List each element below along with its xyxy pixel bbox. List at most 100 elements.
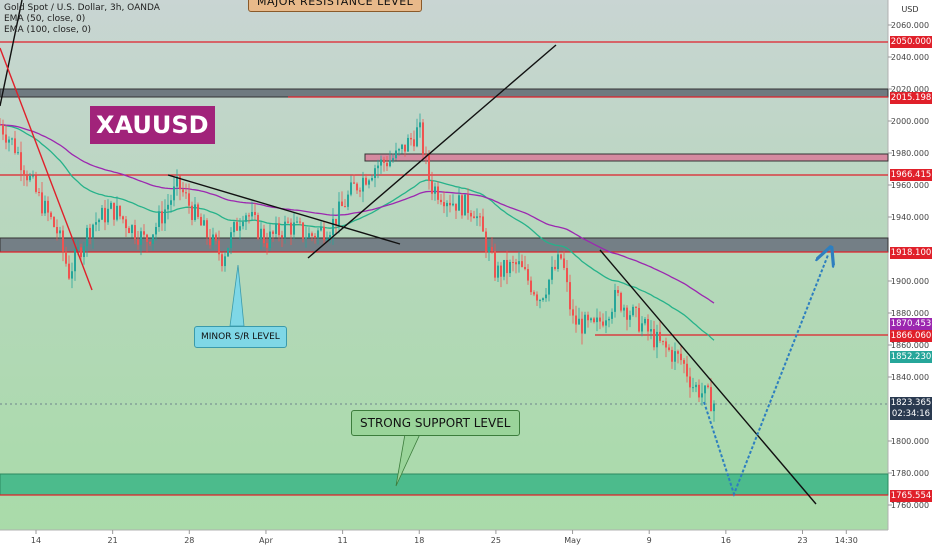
price-tag: 1866.060 [890,330,932,342]
candle [566,259,568,292]
time-axis[interactable]: 14 21 28 Apr 11 18 25 May 9 16 23 14:30 [31,530,858,545]
candle [359,187,361,198]
price-tick-label: 1980.000 [891,149,929,158]
price-tag: 1966.415 [890,169,932,181]
candle [398,147,400,156]
currency-label: USD [901,5,918,14]
trendline-red-down[interactable] [0,47,93,291]
candle [452,194,454,207]
price-tag: 1870.453 [890,318,932,330]
candle [584,311,586,335]
candle [341,191,343,207]
candle [485,227,487,259]
candle [503,259,505,281]
price-tick-label: 1800.000 [891,437,929,446]
candle [350,175,352,197]
candle [188,183,190,214]
candle [449,194,451,213]
candle [701,382,703,406]
candle [47,196,49,222]
candle [125,216,127,237]
candle [215,232,217,245]
ema50-line [0,123,715,341]
candle [38,188,40,197]
date-tick-label: 25 [491,536,501,545]
price-tag: 1918.100 [890,247,932,259]
price-tag: 1823.365 [890,397,932,409]
candle [494,243,496,281]
candle [308,227,310,239]
price-tick-label: 2000.000 [891,117,929,126]
price-tick-label: 1760.000 [891,501,929,510]
candle [194,197,196,222]
date-tick-label: 14:30 [835,536,858,545]
candle [575,305,577,333]
candle [563,251,565,271]
candle [482,208,484,232]
candle [581,311,583,345]
candle [200,213,202,226]
candle [671,346,673,369]
candle [644,317,646,326]
trendline-down-may[interactable] [599,249,817,505]
trendline-descending[interactable] [167,174,401,245]
candle [272,230,274,242]
ema-lines [0,123,715,341]
candle [518,251,520,273]
candle [296,216,298,224]
candle [227,247,229,258]
candle [314,233,316,244]
candle [53,215,55,228]
candle [161,201,163,231]
candle [395,142,397,161]
candle [344,199,346,208]
trendline-steep-up[interactable] [0,0,23,107]
candle [692,377,694,393]
candle [620,291,622,313]
candle [530,276,532,295]
candle [29,172,31,183]
price-axis[interactable]: USD 2060.000 2040.000 2020.000 2000.000 1980.… [888,5,929,510]
candle [437,181,439,205]
strong-support-label[interactable]: STRONG SUPPORT LEVEL [351,410,520,436]
candle [212,227,214,250]
candle [557,248,559,272]
minor-sr-label[interactable]: MINOR S/R LEVEL [194,326,287,348]
date-tick-label: 11 [338,536,348,545]
legend: Gold Spot / U.S. Dollar, 3h, OANDA EMA (… [4,3,160,36]
date-tick-label: 14 [31,536,41,545]
projection-path[interactable] [703,255,828,497]
candle [467,188,469,220]
candle [86,224,88,257]
candle [113,202,115,226]
candle [470,210,472,222]
candle [353,174,355,184]
major-resistance-label[interactable]: MAJOR RESISTANCE LEVEL [248,0,423,12]
candle [551,256,553,285]
trendline-ascending[interactable] [307,44,557,259]
candle [683,358,685,374]
candle [266,232,268,255]
candle [179,175,181,201]
price-tick-label: 2020.000 [891,85,929,94]
candle [443,191,445,214]
candle [569,274,571,316]
candle [545,287,547,302]
candle [623,304,625,318]
candle [476,208,478,226]
candle [95,212,97,232]
candle [185,183,187,199]
ema100-line [0,123,715,304]
candle [299,217,301,226]
candle [176,169,178,196]
candle [356,182,358,195]
candle [680,344,682,365]
price-tick-label: 1900.000 [891,277,929,286]
candle [137,231,139,250]
candle [104,199,106,231]
candle [203,214,205,226]
legend-ema50: EMA (50, close, 0) [4,14,86,24]
symbol-label[interactable]: XAUUSD [90,106,215,144]
